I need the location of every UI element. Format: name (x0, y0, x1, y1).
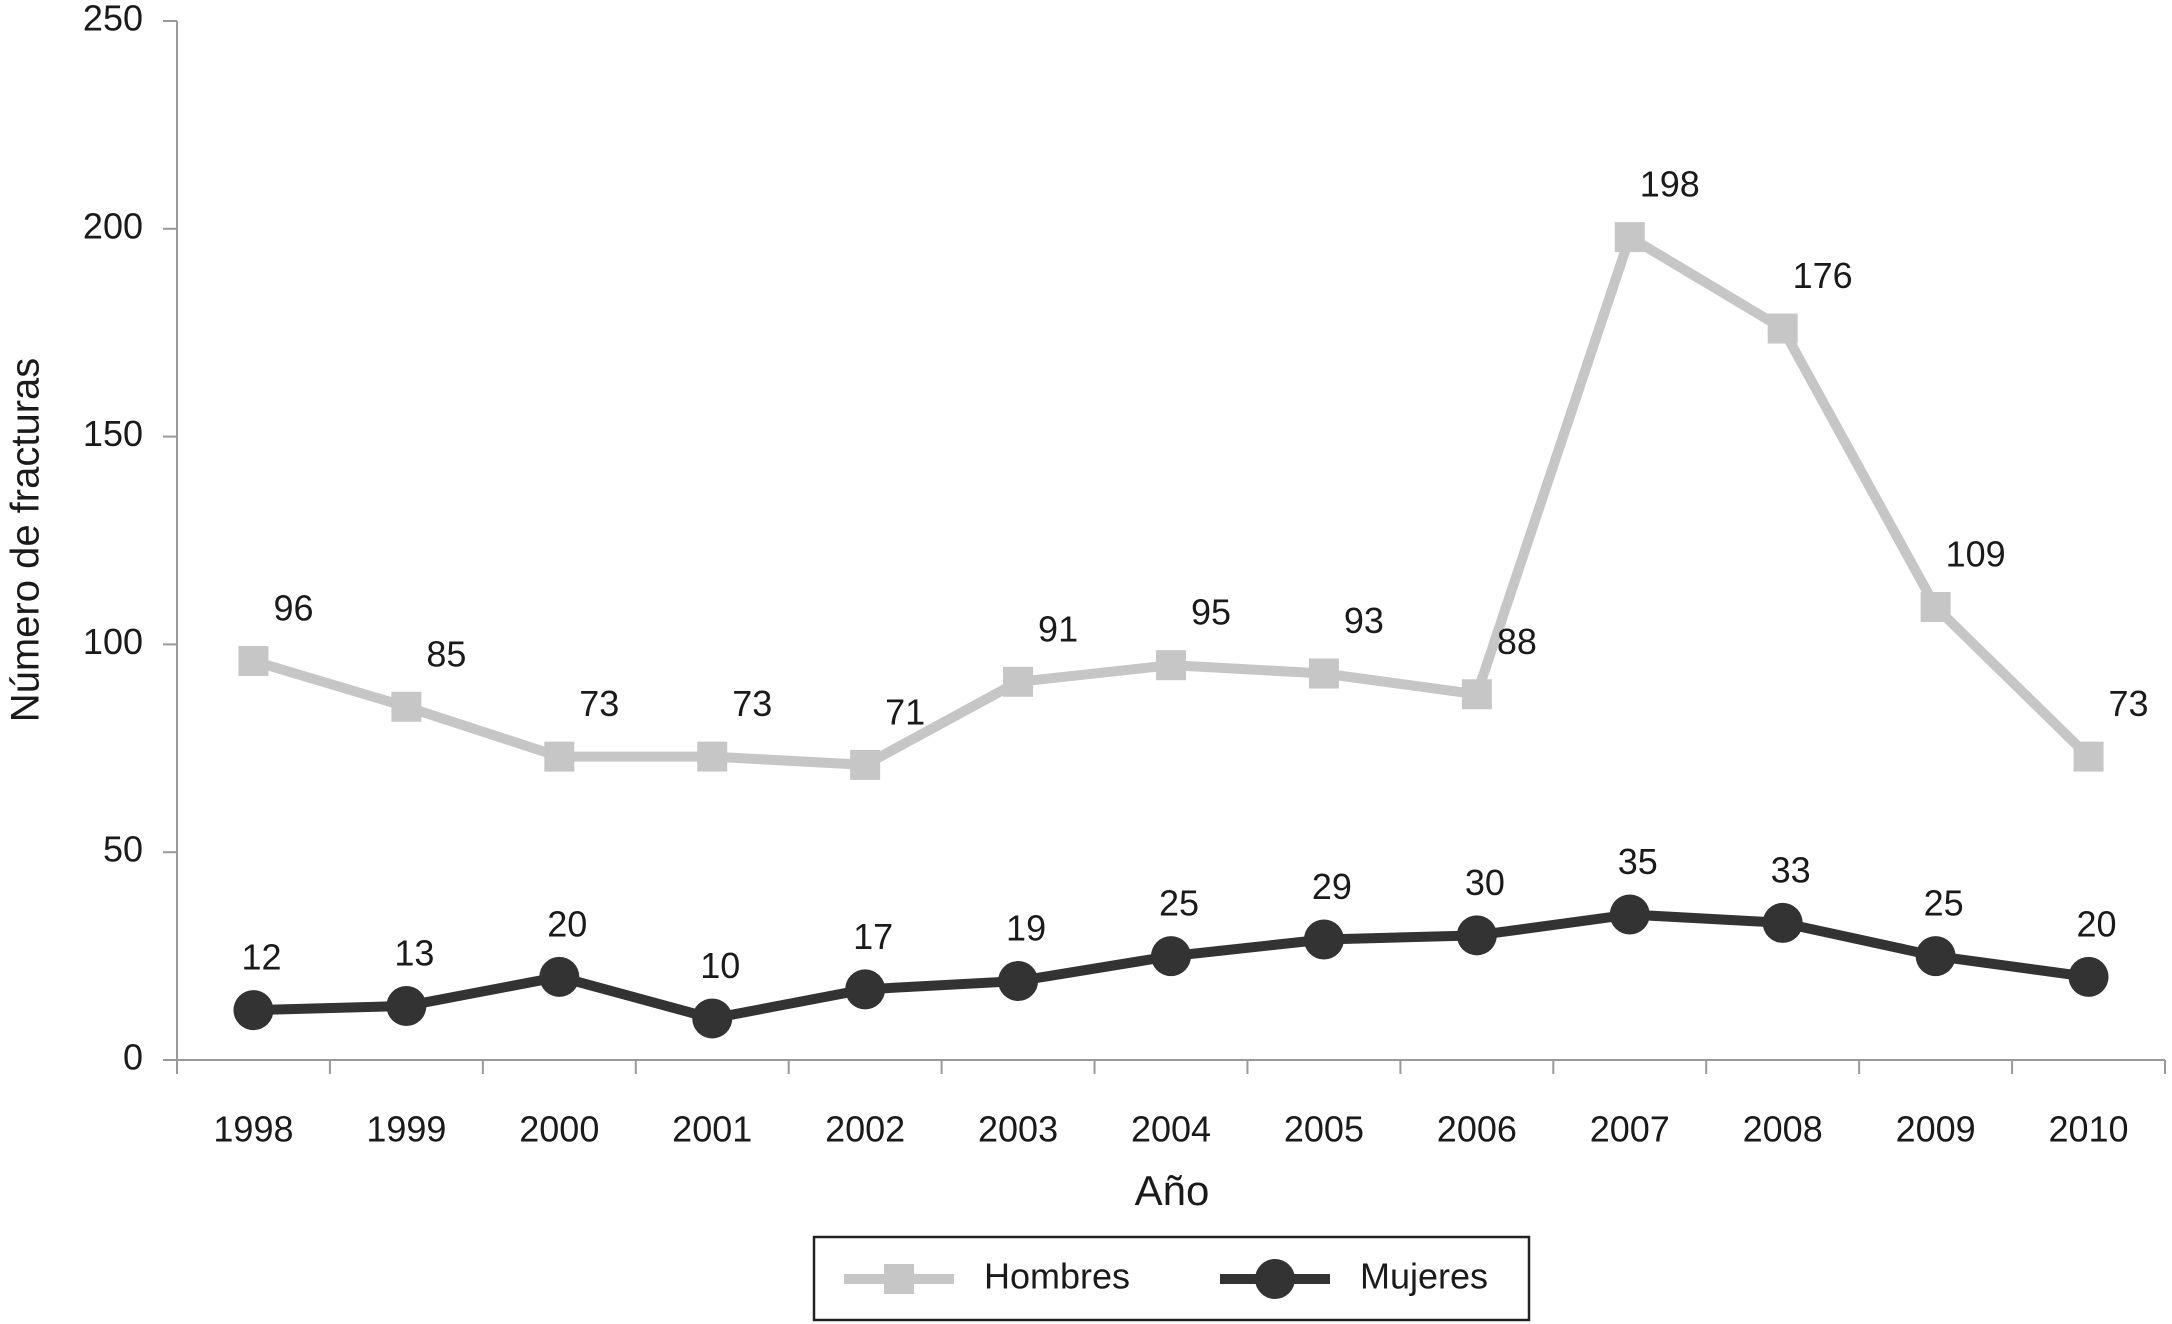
data-label: 73 (2109, 683, 2149, 724)
x-tick-label: 2003 (978, 1109, 1058, 1150)
data-label: 93 (1344, 600, 1384, 641)
legend-label: Hombres (984, 1256, 1130, 1297)
x-tick-label: 2006 (1437, 1109, 1517, 1150)
data-label: 176 (1793, 255, 1853, 296)
data-label: 17 (853, 916, 893, 957)
x-tick-label: 1999 (366, 1109, 446, 1150)
x-tick-label: 2000 (519, 1109, 599, 1150)
point (692, 998, 733, 1039)
point (1762, 902, 1803, 943)
y-tick-label: 200 (83, 205, 143, 246)
point (1767, 313, 1798, 344)
data-label: 25 (1159, 883, 1199, 924)
x-tick-label: 2008 (1743, 1109, 1823, 1150)
point (1920, 591, 1951, 622)
point (1151, 936, 1191, 977)
data-label: 25 (1924, 883, 1964, 924)
data-label: 13 (394, 932, 434, 973)
data-label: 35 (1618, 841, 1658, 882)
point (850, 749, 881, 780)
series-line (252, 232, 2093, 770)
point (391, 691, 422, 722)
legend-marker (1255, 1259, 1295, 1299)
point (1303, 919, 1344, 960)
data-label: 33 (1771, 849, 1811, 890)
data-label: 109 (1946, 534, 2006, 575)
x-tick-label: 2001 (672, 1109, 752, 1150)
data-label: 85 (426, 633, 466, 674)
data-label: 95 (1191, 592, 1231, 633)
point (386, 985, 427, 1026)
point (1915, 936, 1956, 977)
data-label: 73 (732, 683, 772, 724)
point (539, 956, 580, 997)
y-tick-label: 100 (83, 621, 143, 662)
x-tick-label: 2002 (825, 1109, 905, 1150)
data-label: 10 (700, 945, 740, 986)
data-label: 30 (1465, 862, 1505, 903)
point (1461, 679, 1492, 710)
data-label: 88 (1497, 621, 1537, 662)
x-tick-label: 2009 (1896, 1109, 1976, 1150)
data-label: 12 (241, 937, 281, 978)
point (233, 990, 274, 1031)
data-label: 91 (1038, 608, 1078, 649)
x-tick-label: 1998 (213, 1109, 293, 1150)
data-label: 73 (579, 683, 619, 724)
y-tick-label: 250 (83, 0, 143, 39)
point (845, 969, 886, 1010)
point (2073, 741, 2104, 772)
x-tick-label: 2007 (1590, 1109, 1670, 1150)
data-label: 19 (1006, 908, 1046, 949)
x-axis-title: Año (1135, 1167, 1210, 1214)
y-tick-label: 50 (103, 829, 143, 870)
x-tick-label: 2005 (1284, 1109, 1364, 1150)
point (1456, 915, 1497, 956)
x-tick-label: 2004 (1131, 1109, 1211, 1150)
point (1308, 658, 1339, 689)
y-tick-label: 0 (123, 1037, 143, 1078)
data-label: 20 (547, 903, 587, 944)
point (1614, 222, 1645, 253)
point (697, 741, 728, 772)
point (1609, 894, 1650, 935)
y-axis-title: Número de fracturas (4, 358, 48, 723)
legend-label: Mujeres (1360, 1256, 1488, 1297)
point (1003, 666, 1034, 697)
data-label: 96 (273, 588, 313, 629)
data-label: 20 (2077, 903, 2117, 944)
point (238, 646, 269, 677)
point (998, 961, 1039, 1002)
point (1156, 650, 1186, 681)
legend-box (812, 1235, 1531, 1322)
data-label: 198 (1640, 164, 1700, 205)
point (2068, 956, 2109, 997)
x-tick-label: 2010 (2048, 1109, 2128, 1150)
data-label: 29 (1312, 866, 1352, 907)
legend-marker (884, 1264, 914, 1294)
data-label: 71 (885, 691, 925, 732)
y-tick-label: 150 (83, 413, 143, 454)
point (544, 741, 575, 772)
